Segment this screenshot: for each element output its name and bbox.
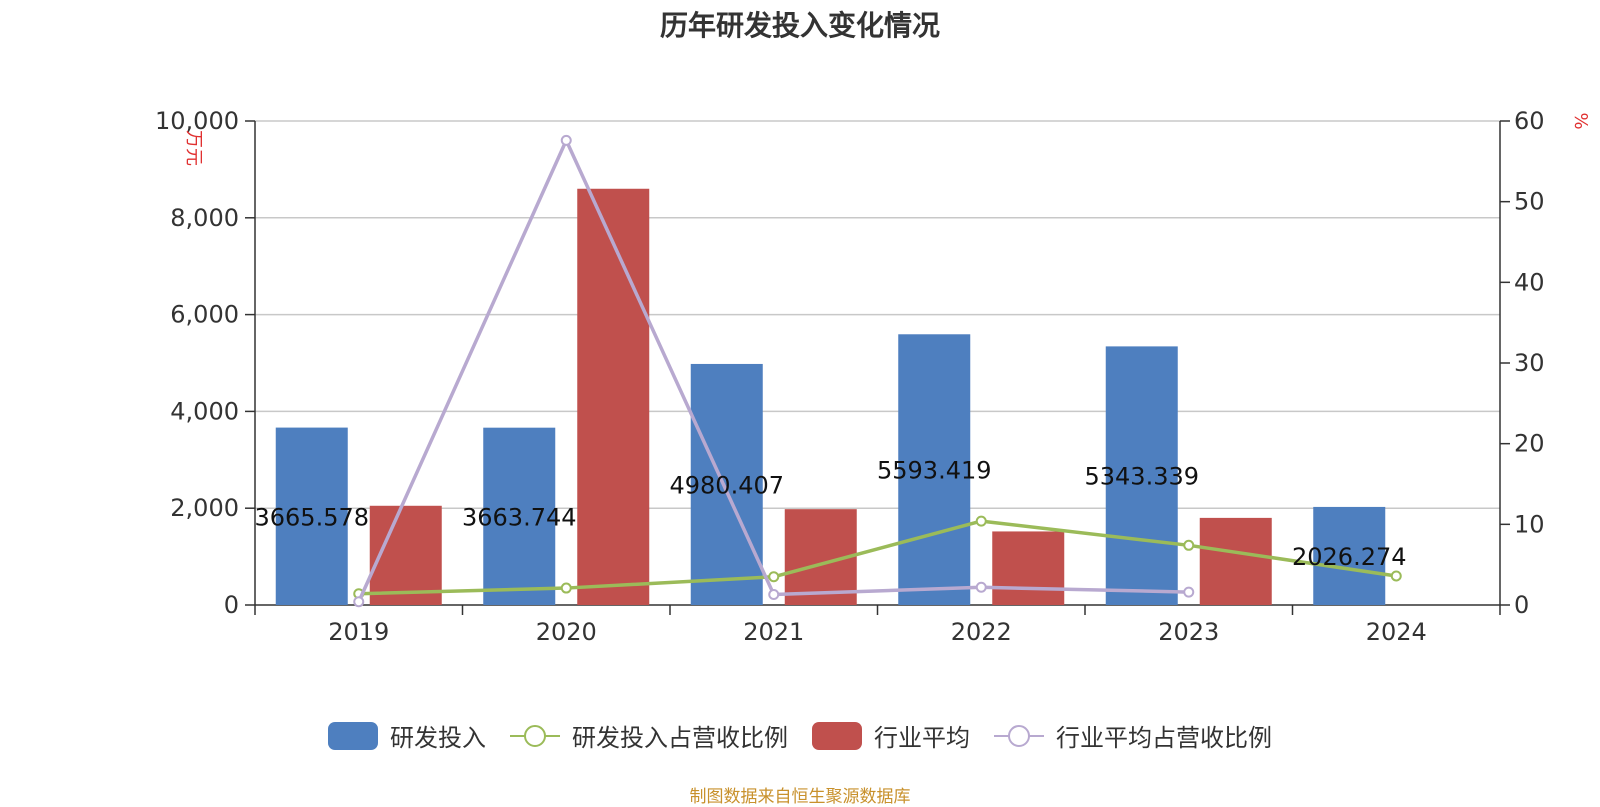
bar-rd-input — [1313, 506, 1386, 605]
data-label: 3663.744 — [462, 503, 577, 531]
point-rd-ratio — [1390, 570, 1402, 582]
bar-rd-input — [275, 427, 348, 605]
point-industry-ratio — [768, 589, 780, 601]
bar-industry-avg — [1199, 517, 1272, 605]
x-tick-label: 2019 — [328, 618, 389, 646]
x-tick-label: 2022 — [951, 618, 1012, 646]
data-label: 5343.339 — [1084, 463, 1199, 491]
point-rd-ratio — [560, 582, 572, 594]
y-left-tick-label: 0 — [224, 591, 239, 619]
bar-rd-input — [483, 427, 556, 605]
x-tick-label: 2020 — [536, 618, 597, 646]
point-industry-ratio — [353, 596, 365, 608]
legend-label-industry-ratio: 行业平均占营收比例 — [1056, 724, 1272, 752]
chart-title: 历年研发投入变化情况 — [659, 9, 940, 42]
point-rd-ratio — [768, 571, 780, 583]
legend: 研发投入 研发投入占营收比例 行业平均 行业平均占营收比例 — [0, 718, 1600, 753]
y-right-tick-label: 50 — [1514, 188, 1545, 216]
legend-item-rd-input[interactable]: 研发投入 — [328, 718, 486, 753]
x-tick-label: 2021 — [743, 618, 804, 646]
y-left-axis-label: 万元 — [183, 130, 204, 166]
legend-label-rd-input: 研发投入 — [390, 724, 486, 752]
y-right-tick-label: 30 — [1514, 349, 1545, 377]
y-left-tick-label: 8,000 — [170, 204, 239, 232]
y-left-tick-label: 2,000 — [170, 494, 239, 522]
data-label: 4980.407 — [669, 471, 784, 499]
legend-swatch-rd-ratio — [510, 722, 560, 750]
legend-label-industry-avg: 行业平均 — [874, 724, 970, 752]
bar-rd-input — [1105, 346, 1178, 605]
point-industry-ratio — [1183, 586, 1195, 598]
legend-item-industry-avg[interactable]: 行业平均 — [812, 718, 970, 753]
line-rd-ratio — [358, 519, 1397, 596]
y-right-tick-label: 60 — [1514, 107, 1545, 135]
y-left-tick-label: 6,000 — [170, 301, 239, 329]
y-right-tick-label: 40 — [1514, 268, 1545, 296]
y-right-tick-label: 10 — [1514, 510, 1545, 538]
legend-item-rd-ratio[interactable]: 研发投入占营收比例 — [510, 718, 788, 753]
legend-swatch-industry-avg — [812, 721, 862, 750]
y-left-tick-label: 10,000 — [155, 107, 239, 135]
y-left-tick-label: 4,000 — [170, 397, 239, 425]
data-label: 3665.578 — [254, 503, 369, 531]
bar-rd-input — [898, 334, 971, 605]
y-right-tick-label: 0 — [1514, 591, 1529, 619]
bar-industry-avg — [369, 505, 442, 605]
y-right-tick-label: 20 — [1514, 430, 1545, 458]
legend-item-industry-ratio[interactable]: 行业平均占营收比例 — [994, 718, 1272, 753]
source-note: 制图数据来自恒生聚源数据库 — [689, 787, 911, 807]
point-industry-ratio — [975, 581, 987, 593]
point-industry-ratio — [560, 134, 572, 146]
bar-rd-input — [690, 363, 763, 605]
point-rd-ratio — [975, 515, 987, 527]
legend-swatch-industry-ratio — [994, 722, 1044, 750]
point-rd-ratio — [1183, 539, 1195, 551]
data-label: 5593.419 — [877, 457, 992, 485]
bar-industry-avg — [577, 188, 650, 605]
legend-swatch-rd-input — [328, 721, 378, 750]
legend-label-rd-ratio: 研发投入占营收比例 — [572, 724, 788, 752]
x-tick-label: 2023 — [1158, 618, 1219, 646]
data-label: 2026.274 — [1292, 543, 1407, 571]
bar-industry-avg — [992, 531, 1065, 605]
y-right-axis-label: % — [1570, 112, 1591, 129]
x-tick-label: 2024 — [1366, 618, 1427, 646]
